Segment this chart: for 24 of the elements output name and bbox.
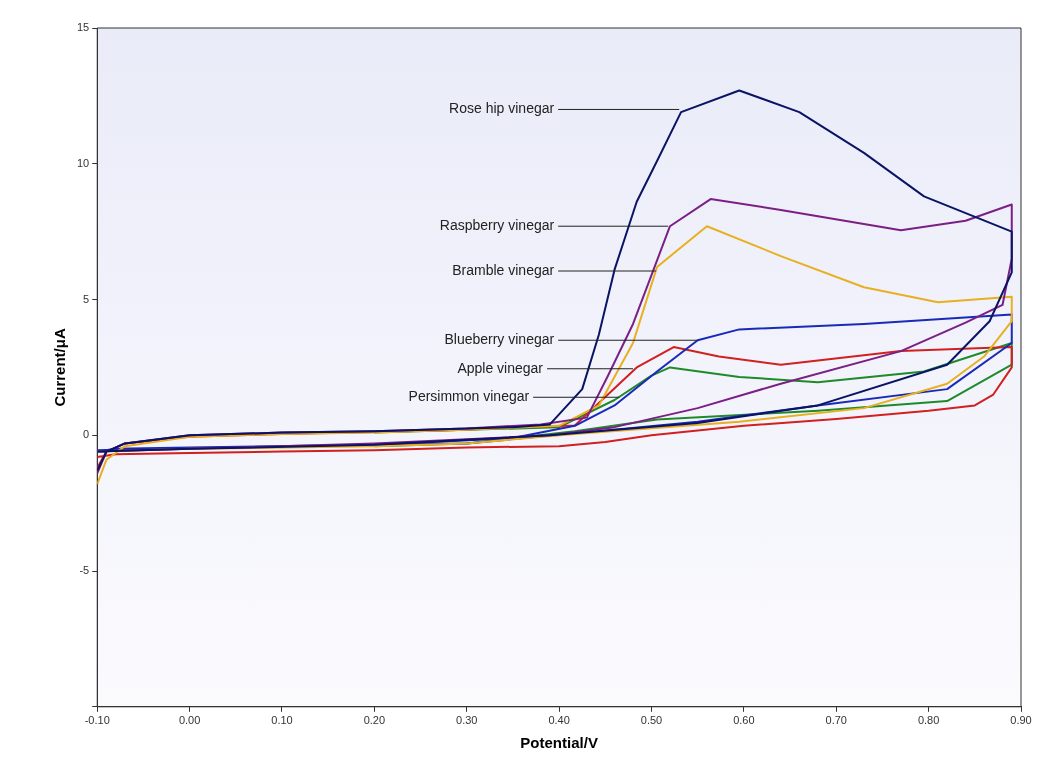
x-tick-label: 0.20 (363, 714, 386, 727)
y-tick-label: 10 (76, 156, 90, 169)
annotation: Apple vinegar (457, 359, 544, 376)
x-tick-label: 0.80 (917, 714, 940, 727)
x-tick-label: 0.70 (825, 714, 847, 727)
x-tick-label: 0.50 (640, 714, 663, 727)
annotation: Persimmon vinegar (408, 388, 530, 405)
x-tick-label: 0.10 (271, 714, 293, 727)
x-tick-label: 0.00 (178, 714, 201, 727)
y-tick-label: 5 (83, 292, 90, 305)
annotation: Bramble vinegar (452, 261, 555, 278)
y-tick-label: 0 (83, 428, 90, 441)
annotation: Rose hip vinegar (449, 100, 555, 117)
y-axis-title: Current/μA (51, 328, 69, 407)
annotation: Blueberry vinegar (444, 331, 555, 348)
x-tick-label: 0.60 (733, 714, 755, 727)
y-tick-label: -5 (79, 564, 90, 577)
x-tick-label: -0.10 (84, 714, 110, 727)
y-tick-label: 15 (76, 21, 90, 34)
x-tick-label: 0.30 (456, 714, 478, 727)
x-tick-label: 0.90 (1010, 714, 1032, 727)
x-axis-title: Potential/V (520, 734, 598, 752)
x-tick-label: 0.40 (548, 714, 570, 727)
annotation: Raspberry vinegar (439, 217, 555, 234)
